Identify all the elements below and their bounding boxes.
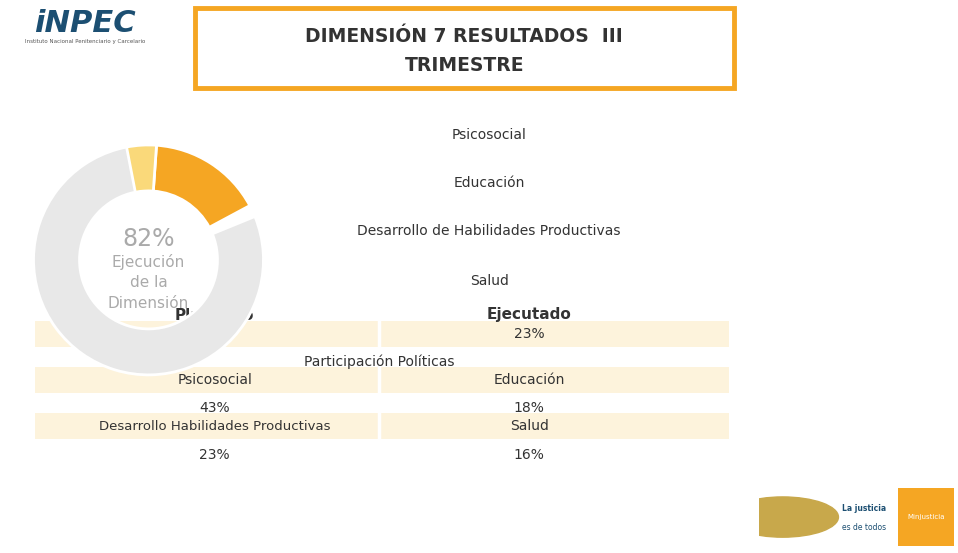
Text: Instituto Nacional Penitenciario y Carcelario: Instituto Nacional Penitenciario y Carce… <box>25 39 145 44</box>
Text: Desarrollo de Habilidades Productivas: Desarrollo de Habilidades Productivas <box>357 224 621 238</box>
Text: Dimensión: Dimensión <box>108 296 189 311</box>
FancyBboxPatch shape <box>34 367 729 393</box>
FancyBboxPatch shape <box>194 8 734 88</box>
Text: Ejecutado: Ejecutado <box>487 307 572 322</box>
Circle shape <box>727 497 838 537</box>
Text: 28%: 28% <box>199 327 230 341</box>
Text: de la: de la <box>129 275 168 290</box>
Text: La justicia: La justicia <box>842 504 886 513</box>
Wedge shape <box>153 145 250 227</box>
Text: Ejecución: Ejecución <box>112 254 185 270</box>
Text: DIMENSIÓN 7 RESULTADOS  III: DIMENSIÓN 7 RESULTADOS III <box>306 27 623 45</box>
Text: Educación: Educación <box>453 176 525 190</box>
Text: 82%: 82% <box>123 227 174 251</box>
Text: 16%: 16% <box>513 448 544 462</box>
Wedge shape <box>34 145 263 375</box>
Text: 23%: 23% <box>199 448 230 462</box>
Text: Minjusticia: Minjusticia <box>907 514 945 520</box>
Text: Desarrollo Habilidades Productivas: Desarrollo Habilidades Productivas <box>99 420 331 432</box>
Text: Salud: Salud <box>510 419 549 433</box>
Text: Planeado: Planeado <box>175 307 254 322</box>
Text: Psicosocial: Psicosocial <box>452 128 527 142</box>
Text: Participación Políticas: Participación Políticas <box>304 355 455 369</box>
Text: DIMENSIÓN
ATENCIÓN Y
TRATAMIENTO: DIMENSIÓN ATENCIÓN Y TRATAMIENTO <box>774 180 901 240</box>
FancyBboxPatch shape <box>34 321 729 347</box>
Bar <box>899 488 954 546</box>
Text: 23%: 23% <box>513 327 544 341</box>
Text: iNPEC: iNPEC <box>34 8 136 38</box>
Text: 18%: 18% <box>513 401 544 415</box>
Text: es de todos: es de todos <box>842 523 886 533</box>
Text: Salud: Salud <box>469 274 509 288</box>
Wedge shape <box>126 145 156 192</box>
FancyBboxPatch shape <box>34 413 729 439</box>
Text: Educación: Educación <box>493 373 565 387</box>
Text: 43%: 43% <box>199 401 230 415</box>
Text: TRIMESTRE: TRIMESTRE <box>404 56 524 75</box>
Text: Psicosocial: Psicosocial <box>177 373 252 387</box>
